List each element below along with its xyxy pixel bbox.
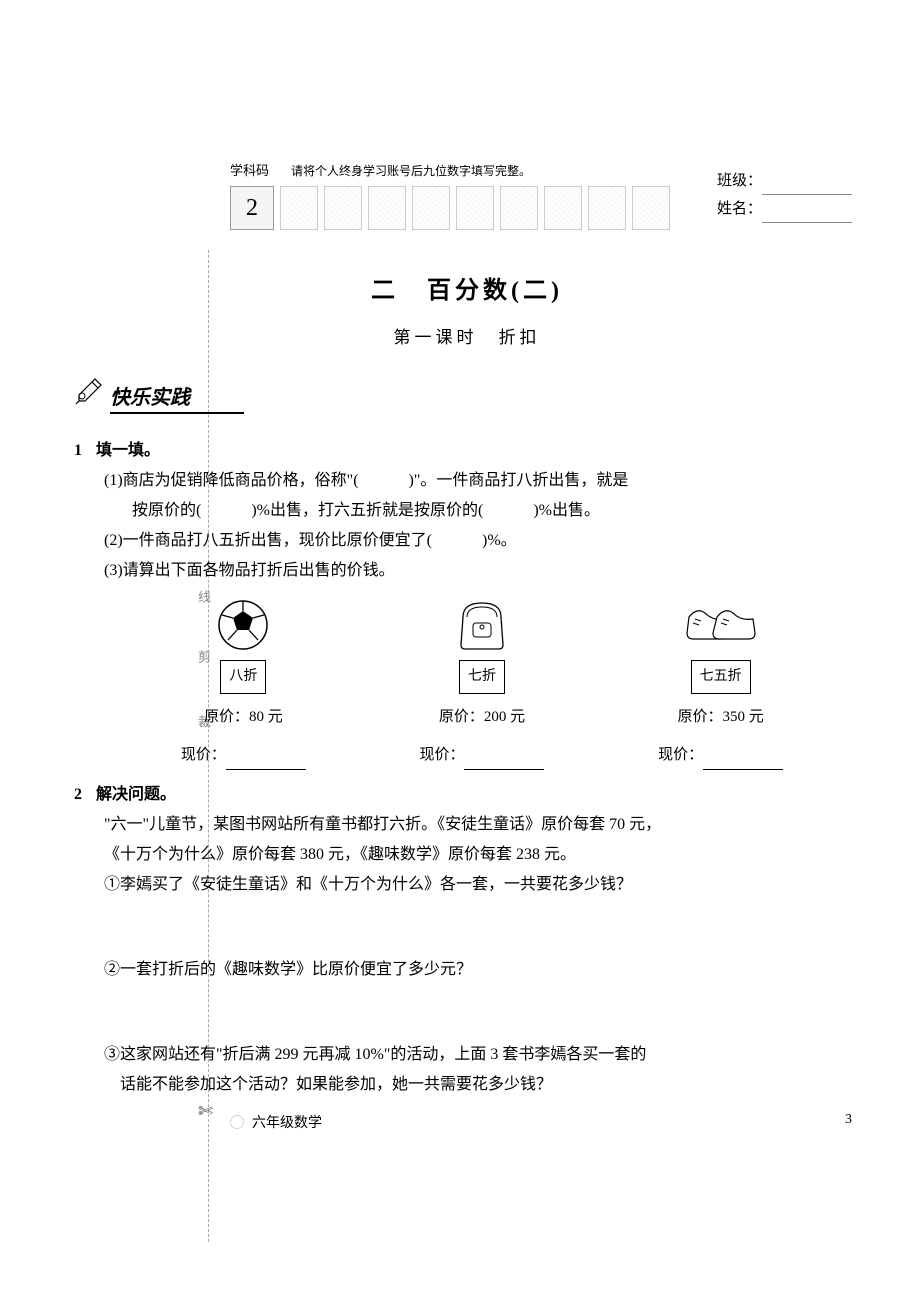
section-banner: 快乐实践 bbox=[74, 376, 244, 414]
q1-title: 填一填。 bbox=[96, 442, 160, 459]
q2-sub2: ②一套打折后的《趣味数学》比原价便宜了多少元？ bbox=[104, 955, 860, 985]
orig-price: 原价：200 元 bbox=[392, 702, 572, 732]
footer-circle-icon bbox=[230, 1115, 244, 1129]
page-footer: 六年级数学 3 bbox=[230, 1112, 852, 1132]
code-box[interactable] bbox=[324, 186, 362, 230]
name-blank[interactable] bbox=[762, 222, 852, 223]
football-icon bbox=[153, 596, 333, 654]
subject-label: 学科码 bbox=[230, 163, 269, 178]
page-number: 3 bbox=[845, 1112, 852, 1132]
answer-blank[interactable] bbox=[703, 769, 783, 770]
class-name-block: 班级： 姓名： bbox=[717, 167, 852, 223]
q2-body: "六一"儿童节，某图书网站所有童书都打六折。《安徒生童话》原价每套 70 元， … bbox=[74, 810, 860, 1100]
q1-1b: )"。一件商品打八折出售，就是 bbox=[409, 472, 629, 489]
chapter-title: 二 百分数(二) bbox=[74, 270, 860, 305]
work-space[interactable] bbox=[104, 985, 860, 1040]
q2-title: 解决问题。 bbox=[96, 786, 176, 803]
q1-body: (1)商店为促销降低商品价格，俗称"( )"。一件商品打八折出售，就是 按原价的(… bbox=[74, 466, 860, 770]
q1-2b: )%出售，打六五折就是按原价的( bbox=[251, 502, 483, 519]
items-row: 八折 原价：80 元 现价： 七折 原价：200 元 现价： bbox=[104, 596, 860, 770]
code-box[interactable] bbox=[368, 186, 406, 230]
lesson-title: 第一课时 折扣 bbox=[74, 323, 860, 348]
q1-3b: )%。 bbox=[482, 532, 517, 549]
code-box[interactable] bbox=[412, 186, 450, 230]
now-label: 现价： bbox=[658, 747, 703, 763]
q1-num: 1 bbox=[74, 442, 82, 459]
chapter-name: 百分数(二) bbox=[427, 278, 563, 304]
footer-grade: 六年级数学 bbox=[252, 1112, 322, 1132]
answer-blank[interactable] bbox=[464, 769, 544, 770]
discount-box: 七五折 bbox=[691, 660, 751, 694]
footer-left: 六年级数学 bbox=[230, 1112, 322, 1132]
item-shoes: 七五折 原价：350 元 现价： bbox=[631, 596, 811, 770]
banner-text: 快乐实践 bbox=[110, 381, 244, 414]
content-area: 二 百分数(二) 第一课时 折扣 快乐实践 1 填一填。 (1)商店为促销降低商… bbox=[60, 270, 860, 1100]
q1-2a: 按原价的( bbox=[132, 502, 201, 519]
chapter-no: 二 bbox=[371, 278, 399, 304]
q2-intro1: "六一"儿童节，某图书网站所有童书都打六折。《安徒生童话》原价每套 70 元， bbox=[104, 810, 860, 840]
item-bag: 七折 原价：200 元 现价： bbox=[392, 596, 572, 770]
question-1: 1 填一填。 (1)商店为促销降低商品价格，俗称"( )"。一件商品打八折出售，就… bbox=[74, 436, 860, 770]
q1-1a: (1)商店为促销降低商品价格，俗称"( bbox=[104, 472, 359, 489]
class-label: 班级： bbox=[717, 173, 762, 189]
q1-3a: (2)一件商品打八五折出售，现价比原价便宜了( bbox=[104, 532, 432, 549]
answer-blank[interactable] bbox=[226, 769, 306, 770]
code-box[interactable] bbox=[280, 186, 318, 230]
discount-box: 七折 bbox=[459, 660, 505, 694]
q2-sub1: ①李嫣买了《安徒生童话》和《十万个为什么》各一套，一共要花多少钱？ bbox=[104, 870, 860, 900]
code-box[interactable] bbox=[500, 186, 538, 230]
work-space[interactable] bbox=[104, 900, 860, 955]
code-first-digit: 2 bbox=[230, 186, 274, 230]
shoes-icon bbox=[631, 596, 811, 654]
name-label: 姓名： bbox=[717, 201, 762, 217]
q2-num: 2 bbox=[74, 786, 82, 803]
code-box[interactable] bbox=[456, 186, 494, 230]
now-label: 现价： bbox=[419, 747, 464, 763]
code-box[interactable] bbox=[588, 186, 626, 230]
discount-box: 八折 bbox=[220, 660, 266, 694]
q2-intro2: 《十万个为什么》原价每套 380 元，《趣味数学》原价每套 238 元。 bbox=[104, 840, 860, 870]
pencil-icon bbox=[74, 376, 104, 414]
code-box[interactable] bbox=[544, 186, 582, 230]
hint-text: 请将个人终身学习账号后九位数字填写完整。 bbox=[291, 164, 531, 178]
bag-icon bbox=[392, 596, 572, 654]
item-football: 八折 原价：80 元 现价： bbox=[153, 596, 333, 770]
q1-4: (3)请算出下面各物品打折后出售的价钱。 bbox=[104, 556, 860, 586]
q2-sub3b: 话能不能参加这个活动？如果能参加，她一共需要花多少钱？ bbox=[104, 1070, 860, 1100]
code-box[interactable] bbox=[632, 186, 670, 230]
question-2: 2 解决问题。 "六一"儿童节，某图书网站所有童书都打六折。《安徒生童话》原价每… bbox=[74, 780, 860, 1100]
q2-sub3a: ③这家网站还有"折后满 299 元再减 10%"的活动，上面 3 套书李嫣各买一… bbox=[104, 1040, 860, 1070]
q1-2c: )%出售。 bbox=[533, 502, 600, 519]
orig-price: 原价：80 元 bbox=[153, 702, 333, 732]
orig-price: 原价：350 元 bbox=[631, 702, 811, 732]
now-label: 现价： bbox=[181, 747, 226, 763]
worksheet-page: 学科码 请将个人终身学习账号后九位数字填写完整。 2 班级： 姓名： 二 百分数… bbox=[0, 0, 920, 1302]
